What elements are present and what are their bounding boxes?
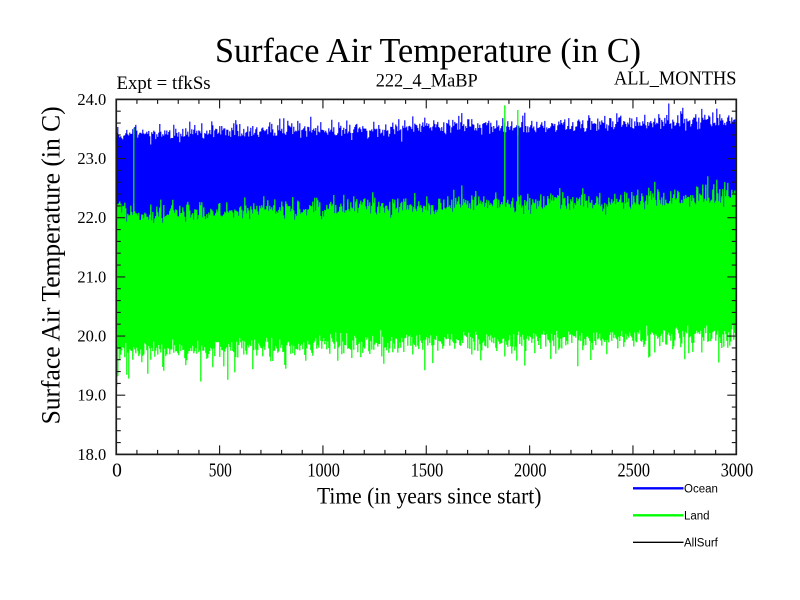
svg-text:Expt = tfkSs: Expt = tfkSs xyxy=(117,73,211,94)
svg-text:19.0: 19.0 xyxy=(77,386,106,405)
svg-text:1000: 1000 xyxy=(307,461,340,482)
svg-text:21.0: 21.0 xyxy=(77,267,106,286)
svg-text:2500: 2500 xyxy=(617,461,650,482)
svg-text:3000: 3000 xyxy=(721,461,753,482)
svg-text:23.0: 23.0 xyxy=(77,149,106,168)
svg-text:18.0: 18.0 xyxy=(77,445,106,464)
svg-text:500: 500 xyxy=(209,461,232,482)
svg-text:Ocean: Ocean xyxy=(684,484,718,496)
svg-text:Land: Land xyxy=(684,511,710,523)
svg-text:AllSurf: AllSurf xyxy=(684,538,719,550)
svg-text:22.0: 22.0 xyxy=(77,208,106,227)
svg-text:1500: 1500 xyxy=(411,461,444,482)
svg-text:Time (in years since start): Time (in years since start) xyxy=(317,484,542,510)
svg-text:Surface Air Temperature (in C): Surface Air Temperature (in C) xyxy=(215,31,641,70)
svg-text:222_4_MaBP: 222_4_MaBP xyxy=(376,70,478,91)
svg-text:24.0: 24.0 xyxy=(77,90,106,109)
svg-text:2000: 2000 xyxy=(514,461,547,482)
svg-text:ALL_MONTHS: ALL_MONTHS xyxy=(614,69,737,90)
svg-text:Surface Air Temperature (in C): Surface Air Temperature (in C) xyxy=(37,106,66,424)
svg-text:20.0: 20.0 xyxy=(77,327,106,346)
svg-text:0: 0 xyxy=(112,461,122,482)
